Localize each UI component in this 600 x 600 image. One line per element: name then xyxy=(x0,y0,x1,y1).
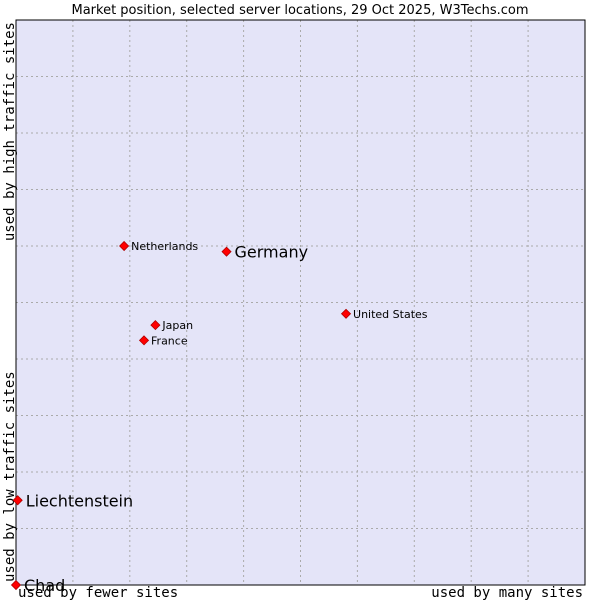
point-marker xyxy=(340,308,352,319)
point-marker xyxy=(10,579,22,591)
point-marker xyxy=(221,246,232,257)
x-axis-label-low: used by fewer sites xyxy=(18,585,178,600)
point-label: Netherlands xyxy=(131,240,198,253)
point-marker xyxy=(119,240,130,252)
grid xyxy=(16,20,585,585)
data-point-japan: Japan xyxy=(150,319,193,332)
point-marker xyxy=(12,495,23,506)
data-point-france: France xyxy=(138,334,188,347)
x-axis-label-high: used by many sites xyxy=(431,585,583,600)
data-point-germany: Germany xyxy=(221,243,309,262)
point-label: Liechtenstein xyxy=(26,491,133,510)
point-label: Japan xyxy=(161,319,193,332)
plot-border xyxy=(15,19,586,586)
point-marker xyxy=(150,320,161,331)
data-point-liechtenstein: Liechtenstein xyxy=(12,491,133,510)
point-marker xyxy=(138,335,150,346)
points: Netherlands Germany United States Japan Fran… xyxy=(10,240,428,595)
point-label: Chad xyxy=(24,576,65,595)
y-axis-label-high: used by high traffic sites xyxy=(2,22,18,241)
data-point-chad: Chad xyxy=(10,576,65,595)
data-point-united-states: United States xyxy=(340,308,428,321)
point-label: Germany xyxy=(235,243,309,262)
chart-title: Market position, selected server locatio… xyxy=(71,3,528,18)
y-axis-label-low: used by low traffic sites xyxy=(2,371,18,582)
point-label: France xyxy=(151,334,188,347)
data-point-netherlands: Netherlands xyxy=(119,240,198,253)
point-label: United States xyxy=(353,308,428,321)
